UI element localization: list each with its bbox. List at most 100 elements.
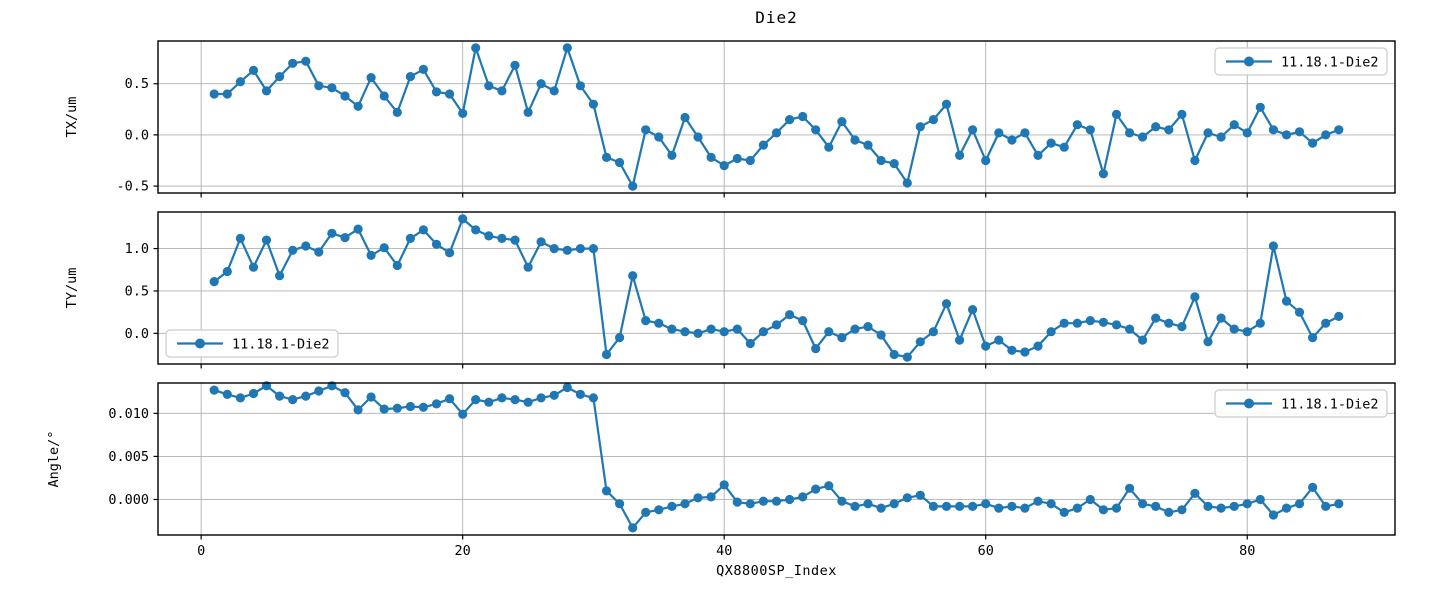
data-point (209, 385, 219, 395)
data-point (1216, 132, 1226, 142)
data-point (1046, 138, 1056, 148)
data-point (261, 86, 272, 96)
data-point (1242, 128, 1252, 138)
data-point (706, 152, 716, 162)
data-point (928, 327, 939, 337)
data-point (889, 499, 899, 509)
data-point (667, 501, 677, 511)
data-point (824, 327, 834, 337)
data-point (1255, 494, 1265, 505)
data-point (680, 499, 690, 509)
data-point (641, 507, 651, 517)
data-point (222, 89, 232, 99)
data-point (301, 56, 311, 66)
data-point (1072, 503, 1082, 513)
legend-box (1214, 47, 1388, 76)
data-point (928, 501, 939, 511)
data-point (248, 65, 259, 75)
data-point (601, 349, 612, 360)
data-point (510, 60, 520, 70)
data-point (1164, 507, 1174, 517)
data-point (941, 99, 952, 109)
data-point (562, 43, 572, 53)
data-point (275, 391, 285, 401)
data-point (902, 352, 912, 362)
y-axis-label-tx: TX/um (64, 97, 80, 138)
legend-label: 11.18.1-Die2 (1281, 54, 1379, 70)
data-point (314, 247, 324, 257)
data-point (536, 393, 546, 403)
data-point (353, 224, 363, 234)
data-point (719, 161, 729, 171)
data-point (445, 89, 455, 99)
data-point (837, 117, 847, 127)
plot-area (158, 383, 1395, 535)
data-point (915, 490, 925, 500)
data-point (510, 395, 520, 405)
data-point (1085, 125, 1095, 135)
data-point (209, 89, 219, 99)
data-point (889, 159, 899, 169)
data-point (889, 349, 899, 360)
data-point (379, 243, 389, 253)
data-point (1033, 150, 1043, 160)
y-tick-label: 0.5 (125, 76, 149, 92)
subplot-ty: 0.0 0.5 1.0 TY/um 11.18.1-Die2 (64, 211, 1396, 369)
data-point (615, 157, 625, 168)
data-point (1255, 102, 1265, 112)
data-point (994, 128, 1004, 138)
data-point (955, 150, 965, 160)
legend-marker-icon (1244, 56, 1254, 67)
data-point (732, 153, 742, 164)
plot-area (158, 41, 1395, 193)
data-point (798, 492, 808, 502)
data-point (1203, 128, 1213, 138)
data-point (575, 81, 586, 91)
data-point (654, 132, 664, 142)
y-tick-label: 0.5 (125, 283, 149, 299)
data-point (1007, 501, 1017, 511)
data-point (392, 107, 402, 117)
data-point (1242, 327, 1252, 337)
data-point (968, 501, 978, 511)
data-point (497, 393, 507, 403)
data-point (785, 494, 795, 505)
data-point (340, 91, 350, 101)
data-point (327, 83, 337, 93)
data-point (275, 271, 285, 281)
data-point (366, 250, 376, 260)
data-point (314, 81, 324, 91)
data-point (628, 523, 638, 533)
subplot-tx: -0.5 0.0 0.5 TX/um 11.18.1-Die2 (64, 40, 1396, 198)
data-point (248, 388, 259, 399)
data-point (876, 503, 886, 513)
data-point (745, 155, 755, 166)
data-point (915, 337, 925, 347)
data-point (1046, 327, 1056, 337)
data-point (405, 72, 415, 82)
data-point (536, 237, 546, 247)
data-point (758, 496, 769, 506)
data-point (745, 338, 755, 349)
y-tick-label: 0.005 (108, 449, 149, 465)
data-point (288, 395, 298, 405)
data-point (431, 239, 442, 249)
data-point (1059, 142, 1069, 152)
data-point (405, 233, 415, 243)
data-point (1164, 125, 1174, 135)
data-point (588, 99, 599, 109)
data-point (431, 399, 442, 409)
data-point (562, 382, 572, 393)
data-point (981, 155, 991, 166)
data-point (785, 115, 795, 125)
axes-spine (157, 40, 1396, 194)
chart-title: Die2 (755, 8, 798, 27)
data-point (418, 225, 428, 235)
data-point (327, 228, 337, 238)
data-point (811, 125, 821, 135)
data-point (1321, 318, 1331, 328)
data-point (850, 135, 860, 145)
data-point (588, 393, 599, 403)
data-point (301, 241, 311, 251)
